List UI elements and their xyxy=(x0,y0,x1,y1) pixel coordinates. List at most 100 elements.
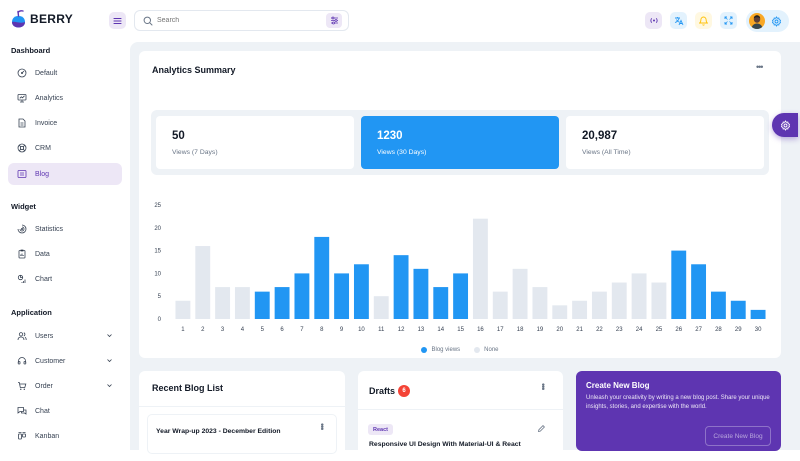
language-button[interactable] xyxy=(670,12,687,29)
sidebar-item-order[interactable]: Order xyxy=(8,375,122,397)
drafts-card: Drafts 6 ••• React Responsive UI Design … xyxy=(358,371,563,461)
sidebar-item-label: Invoice xyxy=(35,119,58,127)
bar-blog-views[interactable] xyxy=(334,273,350,319)
menu-icon xyxy=(113,17,122,24)
sidebar-item-users[interactable]: Users xyxy=(8,325,122,347)
sidebar-item-crm[interactable]: CRM xyxy=(8,137,122,159)
customize-settings-button[interactable] xyxy=(772,113,798,137)
x-tick-label: 5 xyxy=(261,327,265,333)
analytics-summary-card: Analytics Summary ••• 50 Views (7 Days) … xyxy=(139,51,781,358)
bar-blog-views[interactable] xyxy=(691,264,707,319)
sidebar-item-label: Chat xyxy=(35,407,50,415)
bar-blog-views[interactable] xyxy=(393,255,409,319)
y-tick-label: 0 xyxy=(158,317,162,323)
legend-label: None xyxy=(484,347,499,353)
fullscreen-button[interactable] xyxy=(720,12,737,29)
more-options-icon[interactable]: ••• xyxy=(538,383,548,390)
notifications-button[interactable] xyxy=(695,12,712,29)
bar-none[interactable] xyxy=(512,268,528,319)
stat-card-7-days[interactable]: 50 Views (7 Days) xyxy=(156,116,354,169)
bar-none[interactable] xyxy=(492,291,508,319)
edit-icon[interactable] xyxy=(537,424,546,433)
stats-row: 50 Views (7 Days) 1230 Views (30 Days) 2… xyxy=(151,110,769,175)
bar-blog-views[interactable] xyxy=(750,309,766,319)
sidebar-item-chat[interactable]: Chat xyxy=(8,400,122,422)
x-tick-label: 18 xyxy=(517,327,524,333)
legend-dot xyxy=(421,347,428,353)
bar-blog-views[interactable] xyxy=(274,287,290,319)
sidebar-item-invoice[interactable]: Invoice xyxy=(8,112,122,134)
bar-blog-views[interactable] xyxy=(433,287,449,319)
bar-blog-views[interactable] xyxy=(353,264,369,319)
search-input[interactable] xyxy=(157,17,307,24)
bar-blog-views[interactable] xyxy=(730,300,746,319)
create-new-blog-button[interactable]: Create New Blog xyxy=(705,426,771,446)
avatar xyxy=(749,13,765,29)
sidebar-item-kanban[interactable]: Kanban xyxy=(8,425,122,447)
bar-blog-views[interactable] xyxy=(294,273,310,319)
bar-blog-views[interactable] xyxy=(314,236,330,319)
sidebar-item-customer[interactable]: Customer xyxy=(8,350,122,372)
search-filter-button[interactable] xyxy=(326,13,342,28)
blog-item-title: Year Wrap-up 2023 - December Edition xyxy=(156,428,281,435)
more-options-icon[interactable]: ••• xyxy=(756,62,764,72)
stat-card-all-time[interactable]: 20,987 Views (All Time) xyxy=(566,116,764,169)
card-title: Recent Blog List xyxy=(152,383,224,393)
legend-item-none[interactable]: None xyxy=(474,347,499,353)
bar-none[interactable] xyxy=(552,305,568,319)
sidebar-item-label: CRM xyxy=(35,144,51,152)
sidebar: Dashboard Default Analytics Invoice CRM … xyxy=(0,42,130,450)
x-tick-label: 14 xyxy=(437,327,444,333)
sidebar-item-default[interactable]: Default xyxy=(8,62,122,84)
bar-blog-views[interactable] xyxy=(453,273,469,319)
stat-card-30-days[interactable]: 1230 Views (30 Days) xyxy=(361,116,559,169)
sidebar-item-data[interactable]: Data xyxy=(8,243,122,265)
legend-item-blog-views[interactable]: Blog views xyxy=(421,347,460,353)
stat-label: Views (30 Days) xyxy=(377,149,427,156)
sidebar-item-analytics[interactable]: Analytics xyxy=(8,87,122,109)
bar-none[interactable] xyxy=(572,300,588,319)
more-options-icon[interactable]: ••• xyxy=(317,423,327,430)
bar-none[interactable] xyxy=(234,287,250,319)
sidebar-item-statistics[interactable]: Statistics xyxy=(8,218,122,240)
x-tick-label: 12 xyxy=(398,327,405,333)
bar-none[interactable] xyxy=(591,291,607,319)
bar-none[interactable] xyxy=(373,296,389,319)
bar-none[interactable] xyxy=(175,300,191,319)
x-tick-label: 16 xyxy=(477,327,484,333)
bar-none[interactable] xyxy=(651,282,667,319)
clipboard-data-icon xyxy=(17,249,27,259)
blog-list-item[interactable]: Year Wrap-up 2023 - December Edition ••• xyxy=(147,414,337,454)
menu-toggle-button[interactable] xyxy=(109,12,126,29)
x-tick-label: 10 xyxy=(358,327,365,333)
draft-item-title[interactable]: Responsive UI Design With Material-UI & … xyxy=(369,441,521,448)
sidebar-item-label: Order xyxy=(35,382,53,390)
bar-blog-views[interactable] xyxy=(671,250,687,319)
adjustments-icon xyxy=(330,16,338,25)
bar-none[interactable] xyxy=(195,246,211,319)
bar-none[interactable] xyxy=(472,218,488,319)
sidebar-item-chart[interactable]: Chart xyxy=(8,268,122,290)
x-tick-label: 17 xyxy=(497,327,504,333)
profile-button[interactable] xyxy=(746,10,789,32)
legend-dot xyxy=(474,347,481,353)
bar-blog-views[interactable] xyxy=(710,291,726,319)
bar-none[interactable] xyxy=(215,287,231,319)
bar-none[interactable] xyxy=(611,282,627,319)
x-tick-label: 25 xyxy=(656,327,663,333)
messages-icon xyxy=(17,406,27,416)
top-bar: BERRY xyxy=(0,0,800,42)
x-tick-label: 4 xyxy=(241,327,245,333)
x-tick-label: 30 xyxy=(755,327,762,333)
bar-none[interactable] xyxy=(631,273,647,319)
search-icon xyxy=(143,16,153,26)
logo[interactable]: BERRY xyxy=(11,10,73,28)
bar-blog-views[interactable] xyxy=(254,291,270,319)
sidebar-item-blog[interactable]: Blog xyxy=(8,163,122,185)
live-customize-button[interactable] xyxy=(645,12,662,29)
bar-blog-views[interactable] xyxy=(413,268,429,319)
bar-none[interactable] xyxy=(532,287,548,319)
headset-icon xyxy=(17,356,27,366)
language-icon xyxy=(674,16,683,25)
